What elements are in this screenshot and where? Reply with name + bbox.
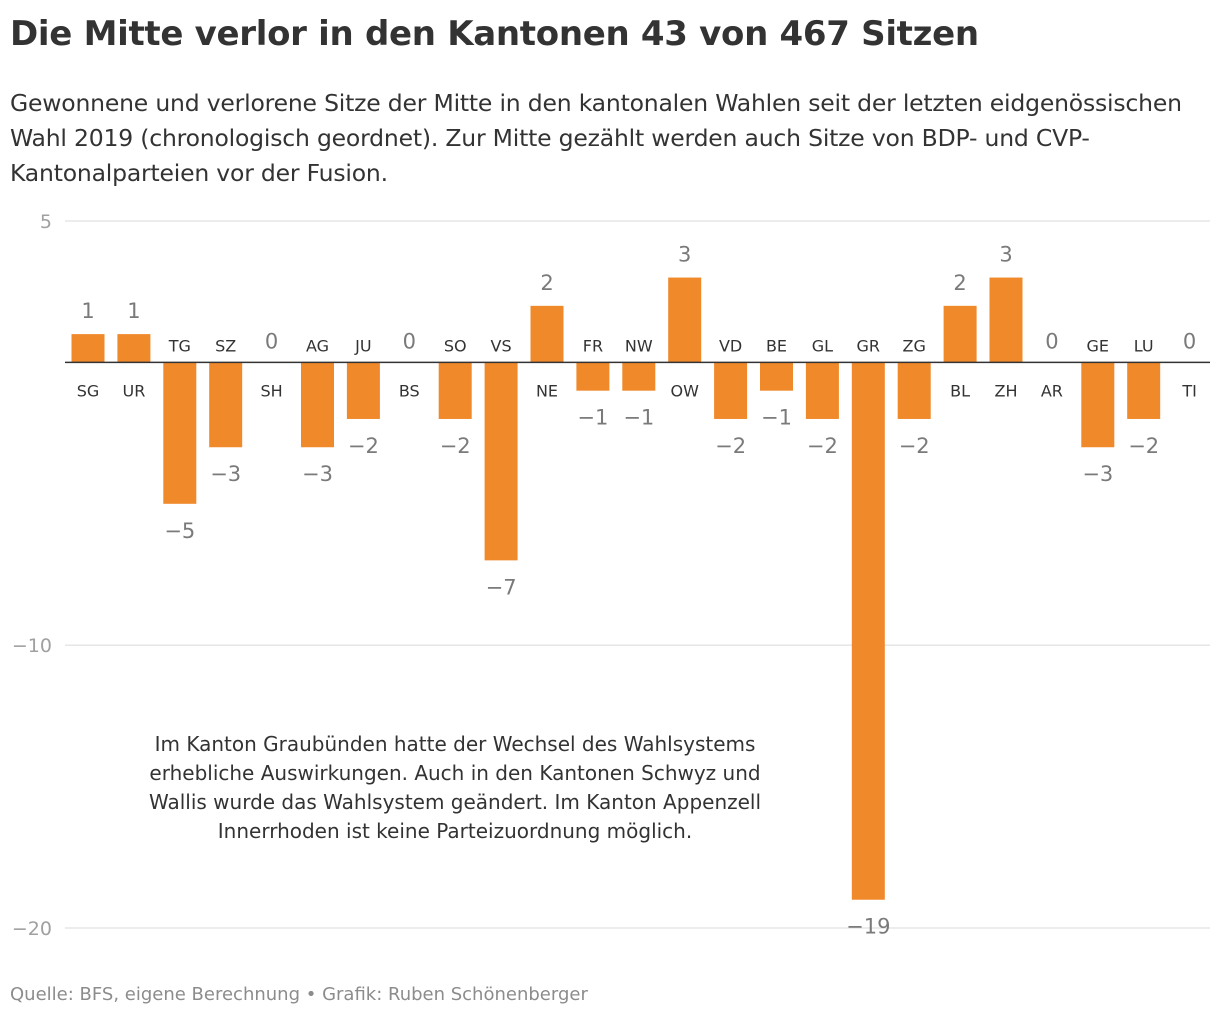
source-note: Quelle: BFS, eigene Berechnung • Grafik:…	[10, 984, 588, 1005]
category-label: OW	[670, 381, 699, 400]
category-label: AR	[1041, 381, 1063, 400]
bar	[1081, 362, 1115, 448]
category-label: SZ	[215, 336, 236, 355]
bars	[71, 277, 1161, 900]
category-label: BE	[766, 336, 787, 355]
annotation-line: erhebliche Auswirkungen. Auch in den Kan…	[149, 761, 760, 785]
value-label: 2	[540, 271, 553, 295]
category-label: VS	[491, 336, 512, 355]
bar	[1127, 362, 1161, 419]
y-axis-ticks: 5 −10 −20	[12, 211, 52, 940]
category-label: VD	[719, 336, 742, 355]
value-label: −19	[846, 915, 890, 939]
annotation: Im Kanton Graubünden hatte der Wechsel d…	[149, 732, 761, 843]
annotation-line: Im Kanton Graubünden hatte der Wechsel d…	[155, 732, 756, 756]
y-tick-label: −20	[12, 918, 52, 940]
bar	[622, 362, 656, 391]
bar	[530, 305, 564, 363]
value-label: 0	[265, 329, 278, 353]
value-label: −2	[440, 434, 471, 458]
bar	[484, 362, 518, 561]
category-label: TI	[1181, 381, 1197, 400]
value-label: −1	[623, 406, 654, 430]
value-label: −1	[761, 406, 792, 430]
value-label: −7	[486, 575, 517, 599]
bar	[851, 362, 885, 900]
value-label: 0	[1183, 329, 1196, 353]
bar	[760, 362, 793, 391]
category-label: TG	[168, 336, 191, 355]
bar	[576, 362, 610, 391]
y-tick-label: −10	[12, 635, 52, 657]
value-label: −2	[348, 434, 379, 458]
value-label: −2	[807, 434, 838, 458]
category-label: ZH	[995, 381, 1018, 400]
bar	[714, 362, 748, 419]
annotation-line: Innerrhoden ist keine Parteizuordnung mö…	[218, 819, 692, 843]
category-label: BL	[950, 381, 970, 400]
value-label: −1	[577, 406, 608, 430]
value-label: −2	[1128, 434, 1159, 458]
category-label: SH	[261, 381, 283, 400]
value-label: −3	[302, 462, 333, 486]
category-label: GR	[857, 336, 881, 355]
category-label: GE	[1087, 336, 1110, 355]
bar	[943, 305, 977, 363]
category-label: UR	[122, 381, 145, 400]
bar	[438, 362, 472, 419]
value-label: 1	[81, 299, 94, 323]
value-label: −3	[1082, 462, 1113, 486]
value-labels: 1 1 −5 −3 0 −3 −2 0 −2 −7 2 −1 −1 3 −2 −1 −2 −19 −2 2 3 0 −3 −2…	[81, 243, 1196, 939]
category-label: BS	[399, 381, 420, 400]
value-label: 0	[403, 329, 416, 353]
category-label: GL	[812, 336, 833, 355]
category-label: NW	[625, 336, 653, 355]
bar	[668, 277, 702, 363]
bar	[897, 362, 931, 419]
category-label: AG	[306, 336, 329, 355]
category-label: NE	[536, 381, 558, 400]
category-label: ZG	[903, 336, 926, 355]
bar	[301, 362, 334, 448]
annotation-line: Wallis wurde das Wahlsystem geändert. Im…	[149, 790, 761, 814]
value-label: 0	[1045, 329, 1058, 353]
value-label: 1	[127, 299, 140, 323]
bar	[209, 362, 243, 448]
y-tick-label: 5	[40, 211, 52, 233]
chart-subtitle: Gewonnene und verlorene Sitze der Mitte …	[10, 89, 1182, 187]
category-label: SG	[77, 381, 100, 400]
bar	[989, 277, 1023, 363]
category-label: JU	[354, 336, 371, 355]
category-label: LU	[1134, 336, 1154, 355]
chart-title: Die Mitte verlor in den Kantonen 43 von …	[10, 14, 979, 54]
value-label: −2	[715, 434, 746, 458]
category-label: FR	[583, 336, 603, 355]
category-labels: SG UR TG SZ SH AG JU BS SO VS NE FR NW OW VD BE GL GR ZG BL…	[77, 336, 1197, 400]
bar	[71, 334, 105, 363]
bar	[163, 362, 197, 504]
bar	[805, 362, 839, 419]
value-label: −3	[210, 462, 241, 486]
value-label: −2	[899, 434, 930, 458]
value-label: −5	[164, 519, 195, 543]
category-label: SO	[444, 336, 467, 355]
bar	[346, 362, 380, 419]
value-label: 3	[678, 243, 691, 267]
grid-lines	[65, 220, 1210, 929]
value-label: 3	[999, 243, 1012, 267]
value-label: 2	[953, 271, 966, 295]
bar	[117, 334, 151, 363]
